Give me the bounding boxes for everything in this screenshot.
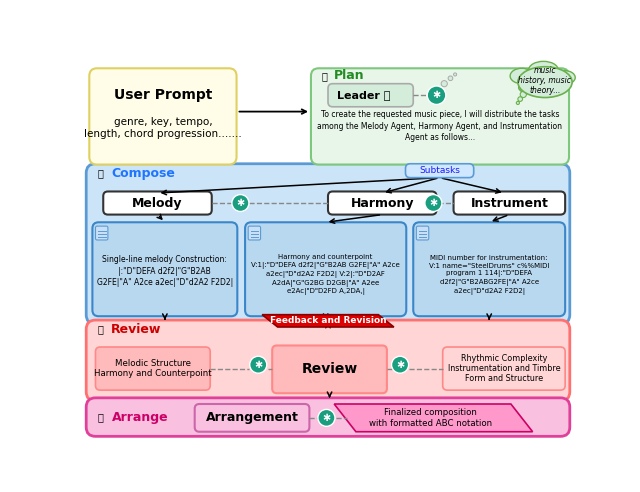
Text: ✱: ✱ <box>396 360 404 369</box>
FancyBboxPatch shape <box>95 347 210 390</box>
Text: Melodic Structure
Harmony and Counterpoint: Melodic Structure Harmony and Counterpoi… <box>94 359 212 378</box>
FancyBboxPatch shape <box>328 191 436 215</box>
Text: Melody: Melody <box>132 196 183 210</box>
Text: To create the requested music piece, I will distribute the tasks
among the Melod: To create the requested music piece, I w… <box>317 110 563 142</box>
Text: 📝: 📝 <box>97 168 103 178</box>
Circle shape <box>428 86 446 104</box>
Ellipse shape <box>529 62 558 78</box>
Circle shape <box>516 101 520 104</box>
Text: Rhythmic Complexity
Instrumentation and Timbre
Form and Structure: Rhythmic Complexity Instrumentation and … <box>447 354 560 383</box>
FancyBboxPatch shape <box>103 191 212 215</box>
Text: Harmony: Harmony <box>351 196 414 210</box>
FancyBboxPatch shape <box>413 222 565 316</box>
Ellipse shape <box>545 81 568 93</box>
FancyBboxPatch shape <box>195 404 309 431</box>
FancyBboxPatch shape <box>92 222 237 316</box>
Text: ✱: ✱ <box>323 413 330 423</box>
FancyBboxPatch shape <box>311 68 569 164</box>
Text: Single-line melody Construction:
|:"D"DEFA d2f2|"G"B2AB
G2FE|"A" A2ce a2ec|"D"d2: Single-line melody Construction: |:"D"DE… <box>97 255 233 287</box>
Text: Harmony and counterpoint
V:1|:"D"DEFA d2f2|"G"B2AB G2FE|"A" A2ce
a2ec|"D"d2A2 F2: Harmony and counterpoint V:1|:"D"DEFA d2… <box>252 254 400 295</box>
Circle shape <box>520 92 527 97</box>
FancyBboxPatch shape <box>443 347 565 390</box>
Polygon shape <box>262 315 394 327</box>
FancyBboxPatch shape <box>454 191 565 215</box>
Text: genre, key, tempo,
length, chord progression.......: genre, key, tempo, length, chord progres… <box>84 117 242 139</box>
Text: Instrument: Instrument <box>470 196 548 210</box>
Text: 📝: 📝 <box>97 324 103 334</box>
FancyBboxPatch shape <box>248 226 260 240</box>
Text: User Prompt: User Prompt <box>114 88 212 102</box>
FancyBboxPatch shape <box>417 226 429 240</box>
Text: Plan: Plan <box>334 69 365 83</box>
Text: ✱: ✱ <box>429 198 438 208</box>
Circle shape <box>425 194 442 212</box>
FancyBboxPatch shape <box>86 320 570 401</box>
Text: 📝: 📝 <box>97 412 103 422</box>
FancyBboxPatch shape <box>86 164 570 324</box>
Ellipse shape <box>510 68 533 84</box>
Text: Leader 🎬: Leader 🎬 <box>337 90 390 100</box>
Text: Finalized composition
with formatted ABC notation: Finalized composition with formatted ABC… <box>369 408 492 428</box>
Text: Feedback and Revision: Feedback and Revision <box>269 316 387 325</box>
Text: Review: Review <box>111 323 161 336</box>
FancyBboxPatch shape <box>328 84 413 107</box>
Circle shape <box>232 194 249 212</box>
Circle shape <box>250 356 267 373</box>
Circle shape <box>454 73 457 76</box>
Text: Subtasks: Subtasks <box>419 166 460 175</box>
FancyBboxPatch shape <box>86 398 570 436</box>
Text: Review: Review <box>301 362 358 376</box>
Text: MIDI number for instrumentation:
V:1 name="SteelDrums" c%%MIDI
program 1 114|:"D: MIDI number for instrumentation: V:1 nam… <box>429 255 549 295</box>
Text: Arrangement: Arrangement <box>205 411 298 425</box>
Polygon shape <box>334 404 532 431</box>
FancyBboxPatch shape <box>245 222 406 316</box>
FancyBboxPatch shape <box>95 226 108 240</box>
Text: Compose: Compose <box>111 166 175 180</box>
Text: music
history, music
theory...: music history, music theory... <box>518 66 572 95</box>
Circle shape <box>448 76 452 81</box>
Ellipse shape <box>518 81 543 93</box>
Circle shape <box>518 97 522 101</box>
Ellipse shape <box>554 70 575 85</box>
Circle shape <box>318 409 335 427</box>
FancyBboxPatch shape <box>272 345 387 393</box>
Text: ✱: ✱ <box>236 198 244 208</box>
Ellipse shape <box>518 67 572 97</box>
Circle shape <box>392 356 408 373</box>
Ellipse shape <box>524 68 566 93</box>
Text: Arrange: Arrange <box>112 411 168 424</box>
Text: ✱: ✱ <box>433 90 440 100</box>
Text: ✱: ✱ <box>254 360 262 369</box>
FancyBboxPatch shape <box>406 164 474 178</box>
Text: 📝: 📝 <box>322 71 328 81</box>
Circle shape <box>441 81 447 87</box>
FancyBboxPatch shape <box>90 68 237 164</box>
